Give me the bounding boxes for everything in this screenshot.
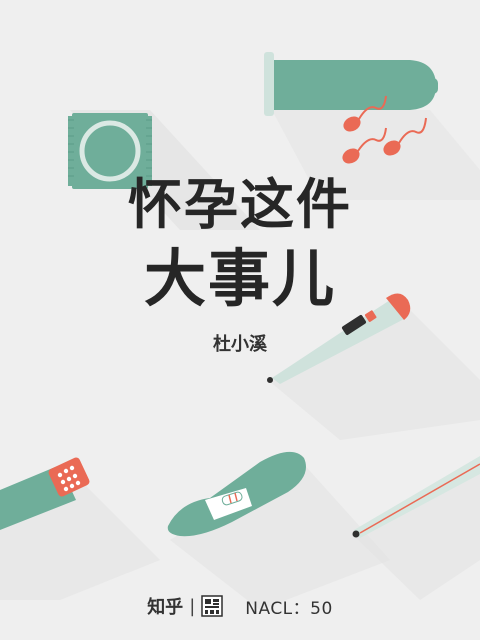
salt-seal-icon [201, 595, 224, 617]
author-name: 杜小溪 [213, 334, 267, 355]
pregnancy-test-icon [167, 451, 390, 610]
publisher-footer: 知乎 | NACL：50 [0, 592, 480, 620]
condom-packet-icon [68, 110, 260, 230]
series-label: NACL：50 [245, 598, 333, 619]
footer-divider: | [189, 595, 196, 617]
sperm-icon [342, 95, 427, 164]
thermometer-icon [267, 293, 480, 440]
book-title-line2: 大事儿 [143, 242, 336, 315]
publisher-name: 知乎 [147, 597, 184, 618]
mercury-thermometer-icon [352, 456, 480, 600]
book-title-line1: 怀孕这件 [128, 173, 352, 236]
pill-strip-icon [0, 457, 160, 600]
condom-icon [264, 52, 480, 200]
